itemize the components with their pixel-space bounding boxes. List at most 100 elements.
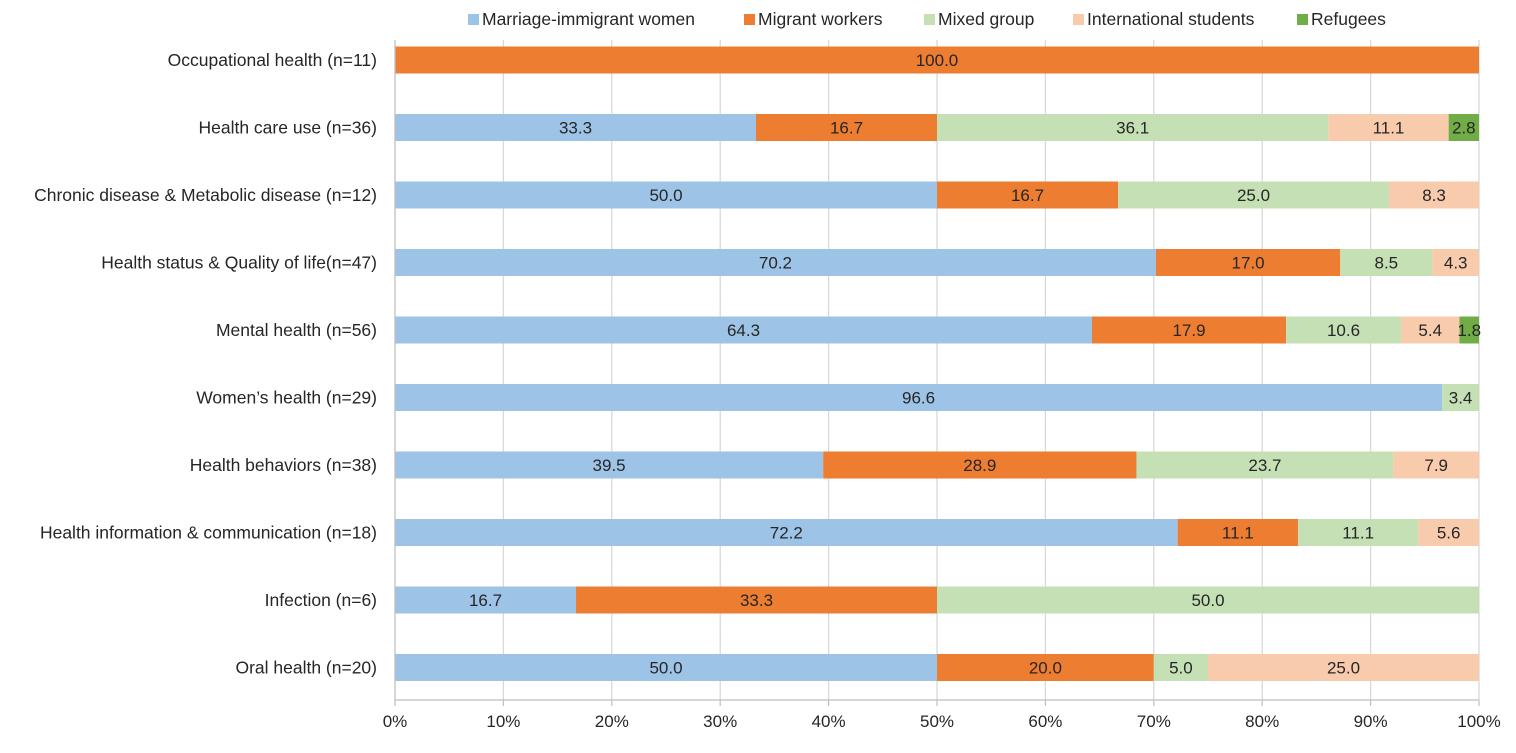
bar-segment <box>395 451 824 479</box>
bar-segment <box>1448 114 1479 141</box>
bar-segment <box>1092 316 1287 344</box>
category-label: Mental health (n=56) <box>216 320 377 340</box>
data-label: 36.1 <box>1116 119 1149 138</box>
bar-segment <box>1432 249 1479 276</box>
bar-segment <box>1177 519 1298 546</box>
category-label: Health status & Quality of life(n=47) <box>101 253 377 273</box>
data-label: 28.9 <box>963 456 996 475</box>
data-label: 20.0 <box>1029 659 1062 678</box>
bar-segment <box>937 114 1329 141</box>
x-tick-label: 30% <box>703 712 737 731</box>
bar-segment <box>1118 181 1390 209</box>
bar-segment <box>395 46 1479 74</box>
x-tick-label: 20% <box>595 712 629 731</box>
bar-segment <box>755 114 937 141</box>
data-label: 3.4 <box>1449 389 1473 408</box>
x-tick-label: 80% <box>1245 712 1279 731</box>
bar-segment <box>937 181 1119 209</box>
x-tick-label: 70% <box>1137 712 1171 731</box>
bar-segment <box>1389 181 1479 209</box>
bar-segment <box>1340 249 1433 276</box>
bar-segment <box>1286 316 1401 344</box>
bar-segment <box>576 586 937 614</box>
data-label: 39.5 <box>593 456 626 475</box>
category-label: Oral health (n=20) <box>235 658 377 678</box>
data-label: 100.0 <box>916 51 959 70</box>
data-label: 11.1 <box>1222 524 1254 543</box>
legend-label: Refugees <box>1311 9 1386 29</box>
bar-segment <box>1328 114 1449 141</box>
data-label: 5.0 <box>1169 659 1193 678</box>
data-label: 33.3 <box>740 591 773 610</box>
legend-label: International students <box>1087 9 1255 29</box>
bar-segment <box>1400 316 1460 344</box>
data-label: 2.8 <box>1452 119 1476 138</box>
legend-swatch <box>924 14 935 25</box>
bar-segment <box>395 114 756 141</box>
category-label: Infection (n=6) <box>265 590 377 610</box>
data-label: 70.2 <box>759 254 792 273</box>
data-label: 23.7 <box>1248 456 1281 475</box>
data-label: 50.0 <box>649 659 682 678</box>
category-label: Women’s health (n=29) <box>196 388 377 408</box>
bar-segment <box>1297 519 1419 546</box>
data-label: 8.3 <box>1422 186 1446 205</box>
data-label: 50.0 <box>649 186 682 205</box>
bar-segment <box>395 519 1178 546</box>
category-label: Health care use (n=36) <box>198 118 377 138</box>
bar-segment <box>395 384 1443 411</box>
axes: 0% 10% 20% 30% 40% 50% 60% 70% 80% 90% 100% Occupat… <box>34 40 1501 731</box>
bar-segment <box>395 586 577 614</box>
bar-segment <box>1393 451 1479 479</box>
data-label: 17.0 <box>1232 254 1265 273</box>
legend-swatch <box>744 14 755 25</box>
bar-segment <box>823 451 1137 479</box>
data-label: 16.7 <box>1011 186 1044 205</box>
data-label: 17.9 <box>1172 321 1205 340</box>
data-label: 11.1 <box>1342 524 1374 543</box>
data-label: 16.7 <box>469 591 502 610</box>
bar-segment <box>395 249 1156 276</box>
data-label: 50.0 <box>1191 591 1224 610</box>
data-label: 25.0 <box>1327 659 1360 678</box>
legend-label: Marriage-immigrant women <box>482 9 695 29</box>
bar-segment <box>1155 249 1341 276</box>
data-label: 25.0 <box>1237 186 1270 205</box>
bar-segment <box>1459 316 1479 344</box>
legend-swatch <box>1297 14 1308 25</box>
legend-label: Mixed group <box>938 9 1034 29</box>
x-tick-label: 100% <box>1457 712 1500 731</box>
bars: 100.0 33.3 16.7 36.1 11.1 2.8 50.0 16.7 25.0 8.3 7… <box>395 46 1481 681</box>
bar-segment <box>1418 519 1479 546</box>
legend-label: Migrant workers <box>758 9 883 29</box>
data-label: 8.5 <box>1374 254 1398 273</box>
legend: Marriage-immigrant women Migrant workers M… <box>468 9 1386 29</box>
bar-segment <box>395 181 937 209</box>
x-tick-label: 10% <box>486 712 520 731</box>
legend-swatch <box>468 14 479 25</box>
data-label: 72.2 <box>770 524 803 543</box>
bar-segment <box>1442 384 1479 411</box>
bar-segment <box>937 654 1154 681</box>
data-label: 10.6 <box>1327 321 1360 340</box>
x-tick-label: 50% <box>920 712 954 731</box>
category-label: Occupational health (n=11) <box>168 50 377 70</box>
x-tick-label: 60% <box>1028 712 1062 731</box>
category-label: Health behaviors (n=38) <box>190 455 377 475</box>
legend-swatch <box>1073 14 1084 25</box>
x-tick-label: 40% <box>812 712 846 731</box>
data-label: 1.8 <box>1457 321 1481 340</box>
bar-segment <box>937 586 1479 614</box>
data-label: 11.1 <box>1373 119 1405 138</box>
data-label: 96.6 <box>902 389 935 408</box>
bar-segment <box>1208 654 1479 681</box>
x-tick-label: 0% <box>383 712 408 731</box>
bar-segment <box>1136 451 1394 479</box>
category-label: Chronic disease & Metabolic disease (n=1… <box>34 185 377 205</box>
data-label: 5.4 <box>1418 321 1442 340</box>
data-label: 33.3 <box>559 119 592 138</box>
category-label: Health information & communication (n=18… <box>40 523 377 543</box>
bar-segment <box>395 316 1093 344</box>
x-tick-label: 90% <box>1354 712 1388 731</box>
